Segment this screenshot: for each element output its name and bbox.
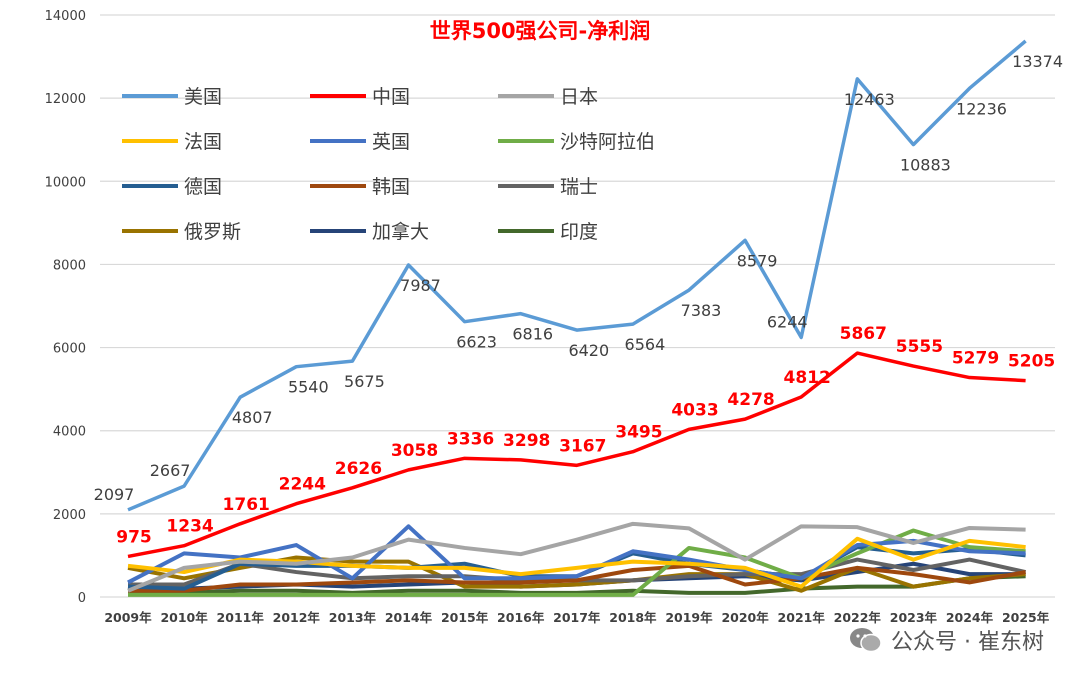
data-label: 3298 [503,431,550,451]
data-label: 2667 [150,461,191,480]
data-label: 12236 [956,99,1007,118]
data-label: 4033 [671,400,718,420]
legend-item: 印度 [498,221,598,243]
series-line-3 [127,536,1026,589]
data-label: 3495 [615,423,662,443]
legend-label: 加拿大 [372,220,429,243]
x-tick-label: 2015年 [441,610,489,625]
data-label: 2626 [335,459,382,479]
series-line-2 [127,521,1026,593]
x-tick-label: 2017年 [553,610,601,625]
y-tick-label: 4000 [53,425,86,440]
data-label: 4807 [232,408,273,427]
legend-label: 美国 [184,86,222,108]
legend-item: 瑞士 [498,176,598,198]
legend-item: 加拿大 [310,220,429,243]
y-tick-label: 6000 [53,342,86,357]
y-tick-label: 14000 [45,9,86,24]
data-label: 6564 [625,335,666,354]
wechat-icon [850,628,882,653]
x-tick-label: 2022年 [834,610,882,625]
x-tick-label: 2020年 [721,610,769,625]
series-line-0 [127,39,1027,512]
data-label: 3336 [447,429,494,449]
y-tick-label: 2000 [53,508,86,523]
x-tick-label: 2012年 [273,610,321,625]
data-label: 6623 [456,333,497,352]
data-label: 2244 [279,475,326,495]
legend-label: 印度 [560,221,598,243]
data-label: 5279 [952,349,999,369]
x-tick-label: 2024年 [946,610,994,625]
legend-item: 俄罗斯 [122,221,241,243]
legend-label: 日本 [560,86,598,108]
legend-item: 法国 [122,131,222,153]
y-tick-label: 0 [78,591,86,606]
legend-item: 沙特阿拉伯 [498,131,655,153]
y-tick-label: 12000 [45,92,86,107]
series-line-7 [128,563,1026,593]
data-label: 1234 [166,517,213,537]
legend-label: 法国 [184,131,222,153]
data-label: 3058 [391,441,438,461]
data-label: 10883 [900,156,951,175]
x-tick-label: 2013年 [329,610,377,625]
x-tick-label: 2018年 [609,610,657,625]
legend-item: 英国 [310,131,410,153]
data-label: 6816 [512,325,553,344]
data-label: 5867 [840,324,887,344]
x-tick-label: 2025年 [1002,610,1050,625]
legend-item: 美国 [122,86,222,108]
legend-label: 韩国 [372,176,410,198]
y-tick-label: 8000 [53,258,86,273]
x-tick-label: 2016年 [497,610,545,625]
legend-item: 中国 [310,86,410,108]
data-label: 13374 [1012,52,1063,71]
legend-label: 瑞士 [560,176,598,198]
data-label: 6420 [568,341,609,360]
x-tick-label: 2021年 [778,610,826,625]
data-label: 5205 [1008,352,1055,372]
y-tick-label: 10000 [45,175,86,190]
data-label: 8579 [737,251,778,270]
legend-label: 沙特阿拉伯 [560,131,655,153]
data-label: 5675 [344,372,385,391]
data-label: 7383 [681,301,722,320]
data-label: 2097 [94,485,135,504]
data-label: 1761 [223,495,270,515]
data-label: 5555 [896,337,943,357]
x-tick-label: 2019年 [665,610,713,625]
legend-item: 德国 [122,176,222,198]
x-tick-label: 2023年 [890,610,938,625]
watermark: 公众号 · 崔东树 [849,624,1044,656]
data-label: 3167 [559,436,606,456]
data-label: 5540 [288,378,329,397]
legend-item: 日本 [498,86,598,108]
x-tick-label: 2014年 [385,610,433,625]
data-label: 4278 [727,390,774,410]
legend-item: 韩国 [310,176,410,198]
legend-label: 英国 [372,131,410,153]
x-tick-label: 2009年 [104,610,152,625]
data-label: 7987 [400,276,441,295]
data-label: 4812 [784,368,831,388]
watermark-text: 公众号 · 崔东树 [891,630,1044,655]
x-tick-label: 2011年 [217,610,265,625]
x-tick-label: 2010年 [160,610,208,625]
data-label: 12463 [844,90,895,109]
legend-label: 中国 [372,86,410,108]
chart-title: 世界500强公司-净利润 [430,19,651,43]
legend-label: 俄罗斯 [184,221,241,243]
data-label: 975 [116,527,152,547]
legend-label: 德国 [184,176,222,198]
series-line-11 [128,574,1026,595]
series-line-1 [127,351,1026,559]
data-label: 6244 [767,312,808,331]
